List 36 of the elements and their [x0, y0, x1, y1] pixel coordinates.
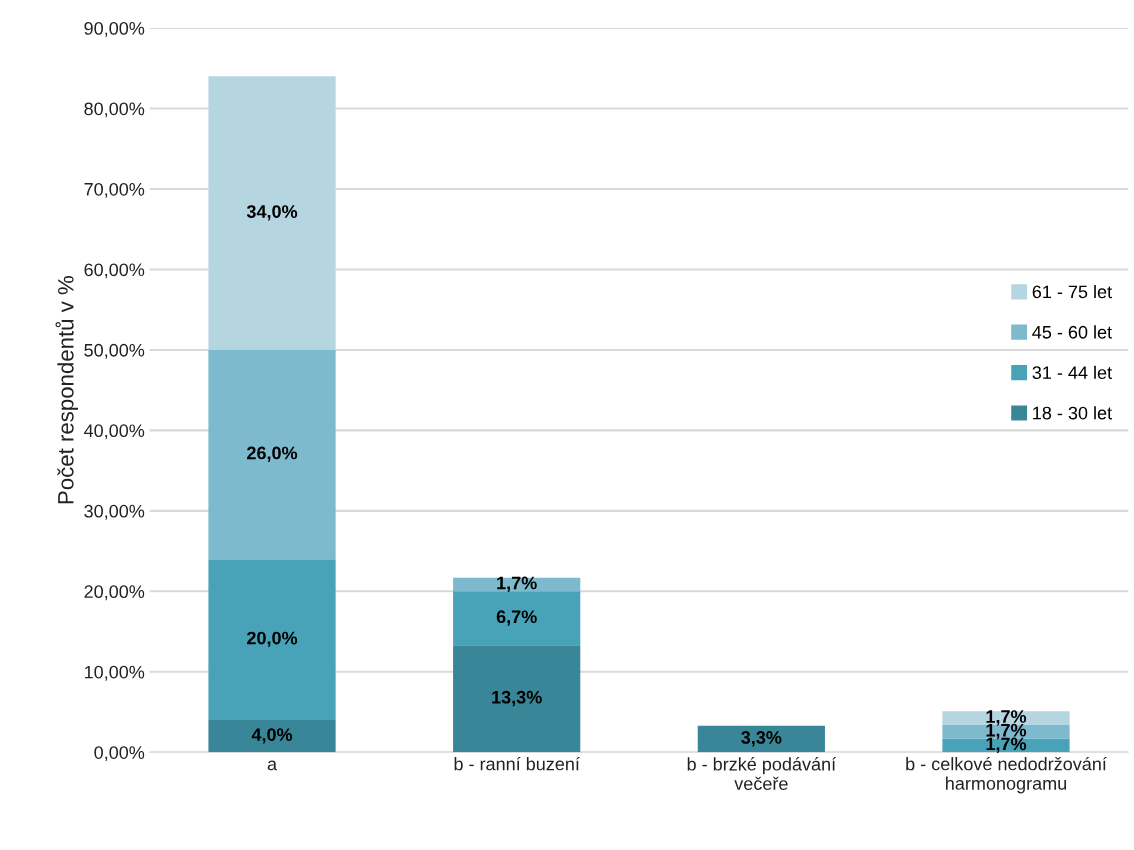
legend-label: 45 - 60 let	[1032, 325, 1112, 339]
y-tick-label: 0,00%	[94, 746, 145, 762]
y-tick-label: 90,00%	[84, 21, 145, 37]
y-tick-label: 40,00%	[84, 424, 145, 440]
y-tick-label: 70,00%	[84, 182, 145, 198]
y-tick-label: 10,00%	[84, 665, 145, 681]
bar	[942, 711, 1070, 725]
y-tick-label: 60,00%	[84, 263, 145, 279]
bar	[453, 591, 581, 646]
data-label: 1,7%	[497, 576, 537, 592]
data-label: 6,7%	[496, 610, 537, 626]
x-tick-label: b - ranní buzení	[454, 756, 580, 771]
y-tick-label: 80,00%	[84, 102, 145, 118]
data-label: 20,0%	[247, 631, 298, 648]
legend-label: 18 - 30 let	[1033, 406, 1112, 420]
bar	[208, 76, 336, 350]
legend-label: 31 - 44 let	[1032, 365, 1112, 380]
x-tick-label: a	[267, 760, 278, 771]
data-label: 26,0%	[247, 446, 298, 462]
bar	[208, 559, 336, 721]
data-label: 34,0%	[246, 205, 298, 221]
y-tick-label: 30,00%	[84, 504, 145, 520]
y-tick-label: 20,00%	[84, 585, 145, 601]
bar	[942, 724, 1070, 739]
y-tick-label: 50,00%	[84, 343, 145, 359]
legend-label: 61 - 75 let	[1032, 284, 1112, 299]
data-label: 13,3%	[492, 690, 542, 707]
x-tick-label: b - brzké podávání večeře	[687, 757, 837, 791]
bar	[453, 645, 581, 753]
data-label: 4,0%	[251, 728, 293, 744]
x-tick-label: b - celkové nedodržování harmonogramu	[906, 756, 1107, 794]
bar	[208, 349, 336, 560]
y-axis-title: Počet respondentů v %	[55, 276, 79, 504]
bar	[208, 720, 336, 753]
data-label: 3,3%	[741, 731, 782, 747]
bar	[697, 725, 825, 753]
